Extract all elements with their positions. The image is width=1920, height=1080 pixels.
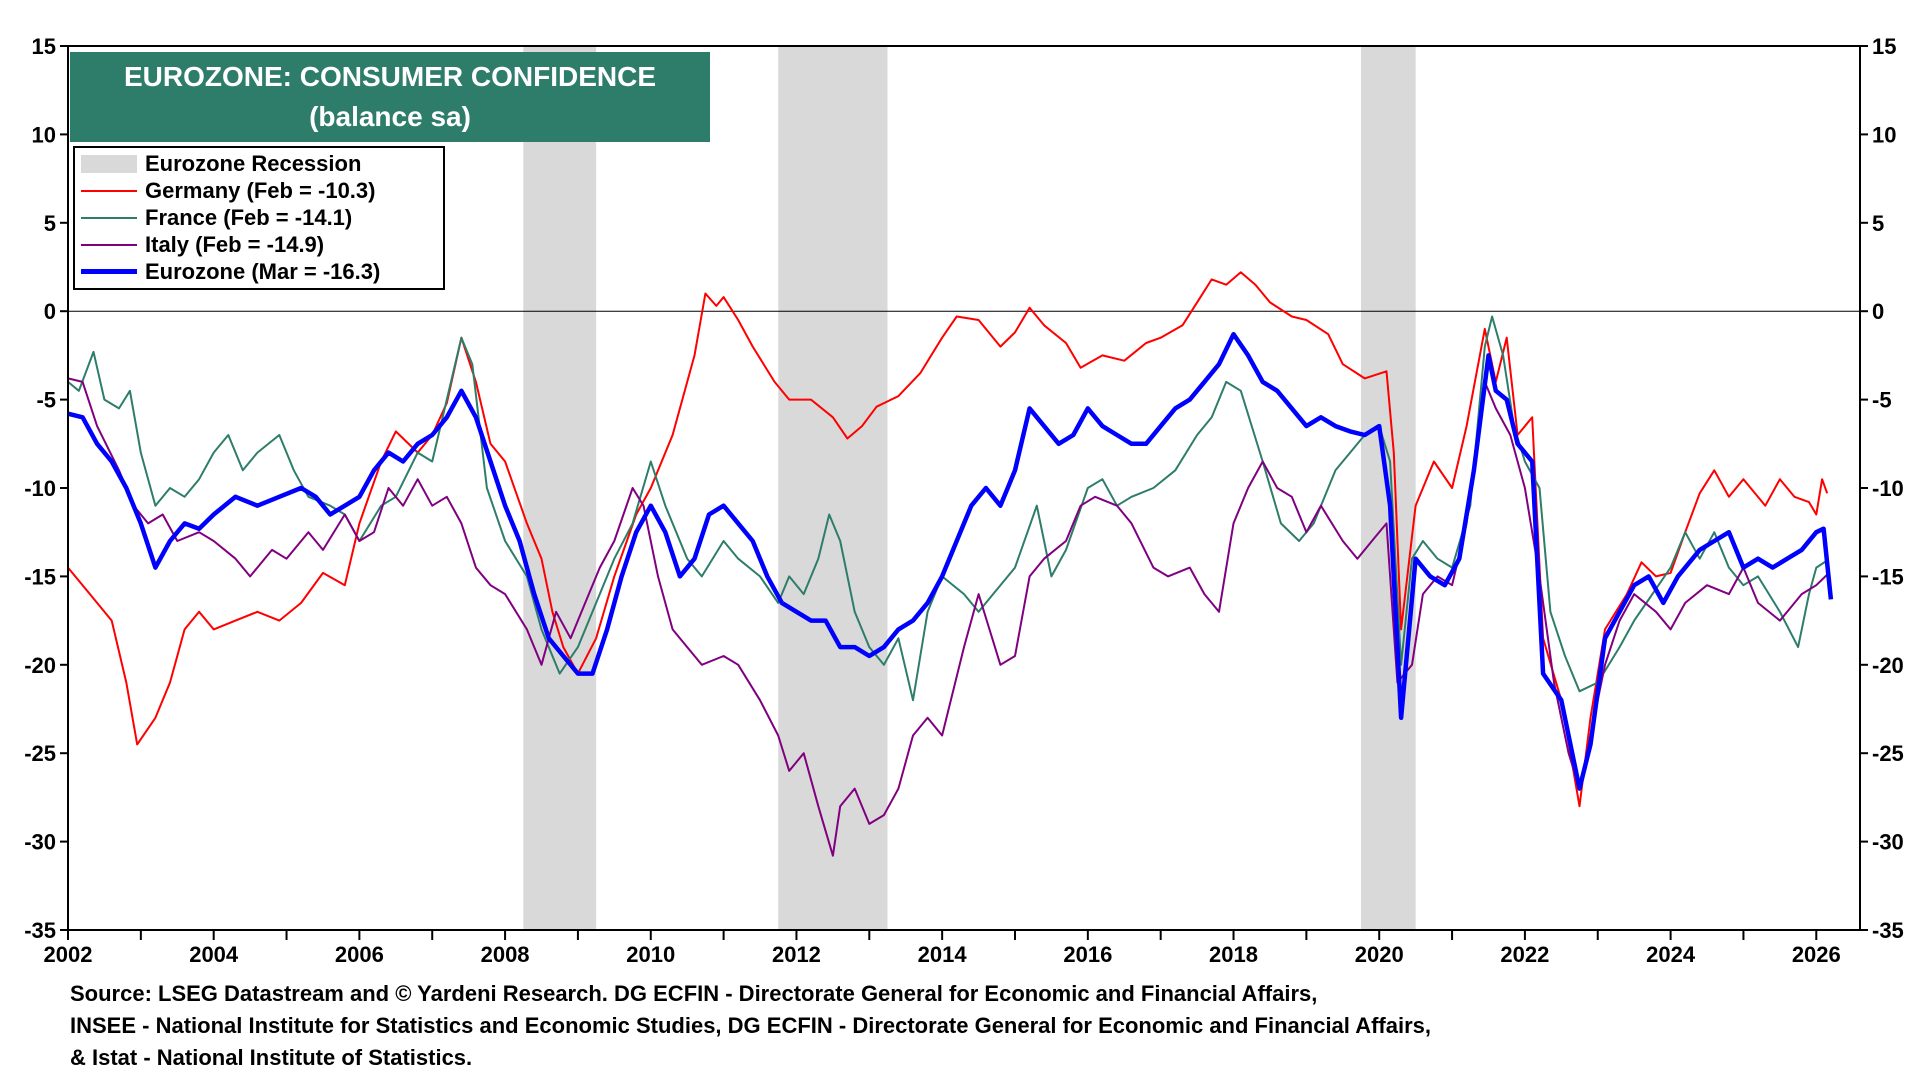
x-axis: 2002 2004 2006 2008 2010 2012 2014 2016 2018 2020… <box>44 930 1841 967</box>
x-tick-label: 2010 <box>626 942 675 967</box>
x-tick-label: 2016 <box>1063 942 1112 967</box>
x-tick-label: 2024 <box>1646 942 1696 967</box>
y-tick-label: 5 <box>1872 211 1884 236</box>
x-tick-label: 2026 <box>1792 942 1841 967</box>
y-tick-label: -10 <box>1872 476 1904 501</box>
x-tick-label: 2020 <box>1355 942 1404 967</box>
chart-subtitle: (balance sa) <box>309 101 471 132</box>
recession-band <box>778 46 888 930</box>
y-axis-right: 15 10 5 0 -5 -10 -15 -20 -25 -30 -35 <box>1860 34 1904 943</box>
x-tick-label: 2018 <box>1209 942 1258 967</box>
x-tick-label: 2008 <box>481 942 530 967</box>
y-tick-label: 0 <box>44 299 56 324</box>
recession-band <box>523 46 597 930</box>
x-tick-label: 2002 <box>44 942 93 967</box>
series-line-france <box>67 315 1828 702</box>
series-lines <box>67 271 1834 857</box>
legend-item-france: France (Feb = -14.1) <box>75 204 352 231</box>
y-tick-label: -5 <box>1872 388 1892 413</box>
y-tick-label: -20 <box>24 653 56 678</box>
legend-swatch-germany <box>81 189 137 192</box>
legend-label-eurozone: Eurozone (Mar = -16.3) <box>145 258 381 284</box>
x-tick-label: 2012 <box>772 942 821 967</box>
legend-swatch-italy <box>81 243 137 246</box>
x-tick-label: 2006 <box>335 942 384 967</box>
y-tick-label: -35 <box>24 918 56 943</box>
chart-title-box: EUROZONE: CONSUMER CONFIDENCE (balance s… <box>70 52 710 142</box>
y-tick-label: -5 <box>36 388 56 413</box>
legend-swatch-france <box>81 216 137 219</box>
legend-item-recession: Eurozone Recession <box>75 150 361 177</box>
y-tick-label: -35 <box>1872 918 1904 943</box>
chart-title: EUROZONE: CONSUMER CONFIDENCE <box>123 61 656 92</box>
source-line: & Istat - National Institute of Statisti… <box>70 1045 473 1070</box>
source-line: INSEE - National Institute for Statistic… <box>70 1013 1431 1038</box>
series-line-germany <box>67 271 1829 808</box>
y-tick-label: -15 <box>24 564 56 589</box>
y-tick-label: -15 <box>1872 564 1904 589</box>
y-tick-label: 15 <box>32 34 56 59</box>
series-line-italy <box>67 377 1828 857</box>
y-tick-label: -25 <box>24 741 56 766</box>
legend-label-france: France (Feb = -14.1) <box>145 204 353 230</box>
legend: Eurozone Recession Germany (Feb = -10.3)… <box>73 146 445 290</box>
y-tick-label: 5 <box>44 211 56 236</box>
y-tick-label: 10 <box>32 122 56 147</box>
y-tick-label: -10 <box>24 476 56 501</box>
y-tick-label: -20 <box>1872 653 1904 678</box>
legend-item-germany: Germany (Feb = -10.3) <box>75 177 375 204</box>
x-tick-label: 2004 <box>189 942 239 967</box>
source-line: Source: LSEG Datastream and © Yardeni Re… <box>70 981 1318 1006</box>
y-tick-label: -30 <box>1872 830 1904 855</box>
legend-label-germany: Germany (Feb = -10.3) <box>145 177 376 203</box>
y-tick-label: 15 <box>1872 34 1896 59</box>
y-axis-left: 15 10 5 0 -5 -10 -15 -20 -25 -30 -35 <box>24 34 68 943</box>
legend-item-eurozone: Eurozone (Mar = -16.3) <box>75 258 380 285</box>
recession-bands <box>523 46 1416 930</box>
x-tick-label: 2022 <box>1500 942 1549 967</box>
x-tick-label: 2014 <box>918 942 968 967</box>
legend-label-italy: Italy (Feb = -14.9) <box>145 231 325 257</box>
source-note: Source: LSEG Datastream and © Yardeni Re… <box>70 978 1431 1074</box>
y-tick-label: 10 <box>1872 122 1896 147</box>
y-tick-label: -25 <box>1872 741 1904 766</box>
y-tick-label: 0 <box>1872 299 1884 324</box>
y-tick-label: -30 <box>24 830 56 855</box>
series-line-eurozone <box>67 331 1834 791</box>
legend-label-recession: Eurozone Recession <box>145 150 362 176</box>
legend-item-italy: Italy (Feb = -14.9) <box>75 231 324 258</box>
legend-swatch-recession <box>81 154 137 173</box>
legend-swatch-eurozone <box>81 269 137 274</box>
